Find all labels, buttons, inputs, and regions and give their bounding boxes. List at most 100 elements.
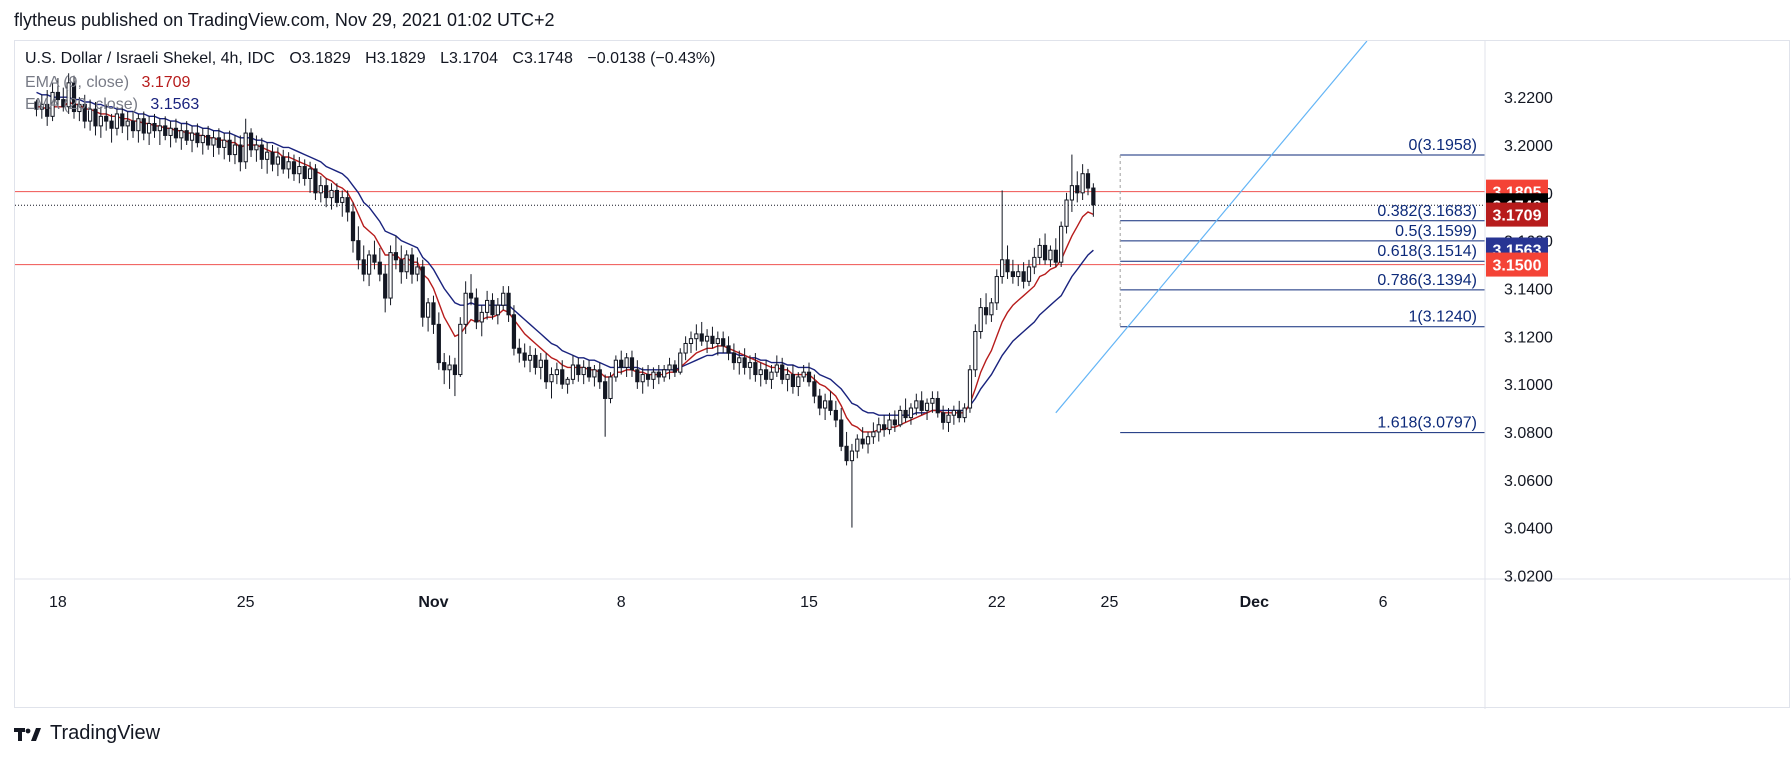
candle[interactable] — [45, 90, 50, 126]
candle[interactable] — [1091, 183, 1096, 217]
candle[interactable] — [179, 123, 184, 150]
candle[interactable] — [560, 360, 565, 389]
candle[interactable] — [667, 357, 672, 380]
candle[interactable] — [983, 293, 989, 325]
candle[interactable] — [833, 400, 838, 428]
candle[interactable] — [860, 427, 865, 449]
candle[interactable] — [297, 156, 302, 184]
candle[interactable] — [1053, 238, 1058, 267]
candle[interactable] — [120, 106, 125, 134]
candle[interactable] — [565, 376, 570, 394]
candle[interactable] — [898, 405, 903, 428]
candle[interactable] — [855, 434, 860, 459]
candle[interactable] — [147, 116, 152, 146]
candle[interactable] — [318, 176, 323, 203]
candle[interactable] — [619, 350, 624, 375]
candle[interactable] — [823, 393, 828, 420]
candle[interactable] — [640, 367, 645, 394]
candle[interactable] — [77, 97, 82, 122]
candle[interactable] — [281, 149, 286, 174]
candle[interactable] — [361, 245, 366, 282]
candle[interactable] — [908, 403, 914, 425]
candle[interactable] — [1005, 245, 1010, 279]
candle[interactable] — [796, 372, 801, 397]
candle[interactable] — [206, 125, 211, 150]
candle[interactable] — [82, 94, 87, 129]
candle[interactable] — [458, 317, 463, 377]
candle[interactable] — [780, 357, 785, 385]
candle[interactable] — [345, 190, 350, 222]
candle[interactable] — [1042, 233, 1048, 265]
candle[interactable] — [238, 135, 243, 172]
candle[interactable] — [844, 431, 849, 466]
candle[interactable] — [447, 355, 452, 389]
candle[interactable] — [544, 353, 549, 389]
candle[interactable] — [291, 154, 297, 181]
candle[interactable] — [812, 374, 817, 404]
candle[interactable] — [973, 324, 978, 377]
candle[interactable] — [919, 391, 924, 416]
candle[interactable] — [989, 298, 994, 322]
candle[interactable] — [71, 75, 77, 119]
candle[interactable] — [828, 391, 833, 416]
candle[interactable] — [549, 367, 554, 399]
candle[interactable] — [479, 305, 484, 337]
candle[interactable] — [763, 360, 769, 385]
candle[interactable] — [141, 111, 146, 141]
candle[interactable] — [468, 274, 474, 306]
candle[interactable] — [275, 147, 280, 177]
candle[interactable] — [946, 408, 951, 432]
candle[interactable] — [243, 118, 248, 169]
candle[interactable] — [265, 142, 270, 174]
candle[interactable] — [329, 183, 334, 210]
candle[interactable] — [463, 281, 468, 334]
candle[interactable] — [962, 403, 967, 423]
candle[interactable] — [98, 106, 103, 138]
candle[interactable] — [452, 357, 458, 397]
candle[interactable] — [1075, 171, 1080, 203]
candle[interactable] — [436, 312, 441, 370]
candle[interactable] — [506, 286, 511, 322]
candle[interactable] — [184, 121, 189, 146]
candle[interactable] — [511, 305, 517, 356]
candle[interactable] — [710, 326, 715, 349]
candle[interactable] — [393, 235, 399, 270]
candle[interactable] — [66, 73, 71, 114]
candle[interactable] — [248, 128, 254, 157]
candle[interactable] — [581, 360, 586, 385]
candle[interactable] — [522, 343, 527, 368]
candle[interactable] — [1069, 154, 1075, 212]
candle[interactable] — [865, 431, 871, 454]
candle[interactable] — [399, 245, 404, 284]
candle[interactable] — [93, 101, 98, 136]
candle[interactable] — [55, 78, 61, 107]
candle[interactable] — [806, 362, 812, 387]
candle[interactable] — [34, 99, 39, 117]
candle[interactable] — [442, 353, 447, 385]
candle[interactable] — [136, 113, 141, 143]
candle[interactable] — [1010, 259, 1015, 284]
candle[interactable] — [715, 331, 720, 356]
candle[interactable] — [216, 128, 221, 155]
candle[interactable] — [1026, 259, 1032, 287]
candle[interactable] — [592, 364, 597, 387]
candle[interactable] — [415, 257, 420, 282]
candle[interactable] — [1016, 264, 1021, 287]
candle[interactable] — [517, 338, 522, 363]
candle[interactable] — [254, 135, 259, 162]
candle[interactable] — [420, 259, 425, 327]
candle[interactable] — [903, 398, 908, 423]
candle[interactable] — [1021, 262, 1026, 289]
candle[interactable] — [994, 269, 999, 310]
candle[interactable] — [570, 355, 576, 385]
candle[interactable] — [227, 130, 232, 162]
candle[interactable] — [88, 99, 93, 131]
candle[interactable] — [957, 400, 962, 423]
trend-line[interactable] — [1055, 41, 1368, 414]
candle[interactable] — [603, 374, 608, 437]
candle[interactable] — [747, 355, 753, 380]
candle[interactable] — [538, 353, 543, 380]
candle[interactable] — [688, 331, 694, 354]
candle[interactable] — [790, 364, 796, 394]
candle[interactable] — [302, 159, 307, 186]
